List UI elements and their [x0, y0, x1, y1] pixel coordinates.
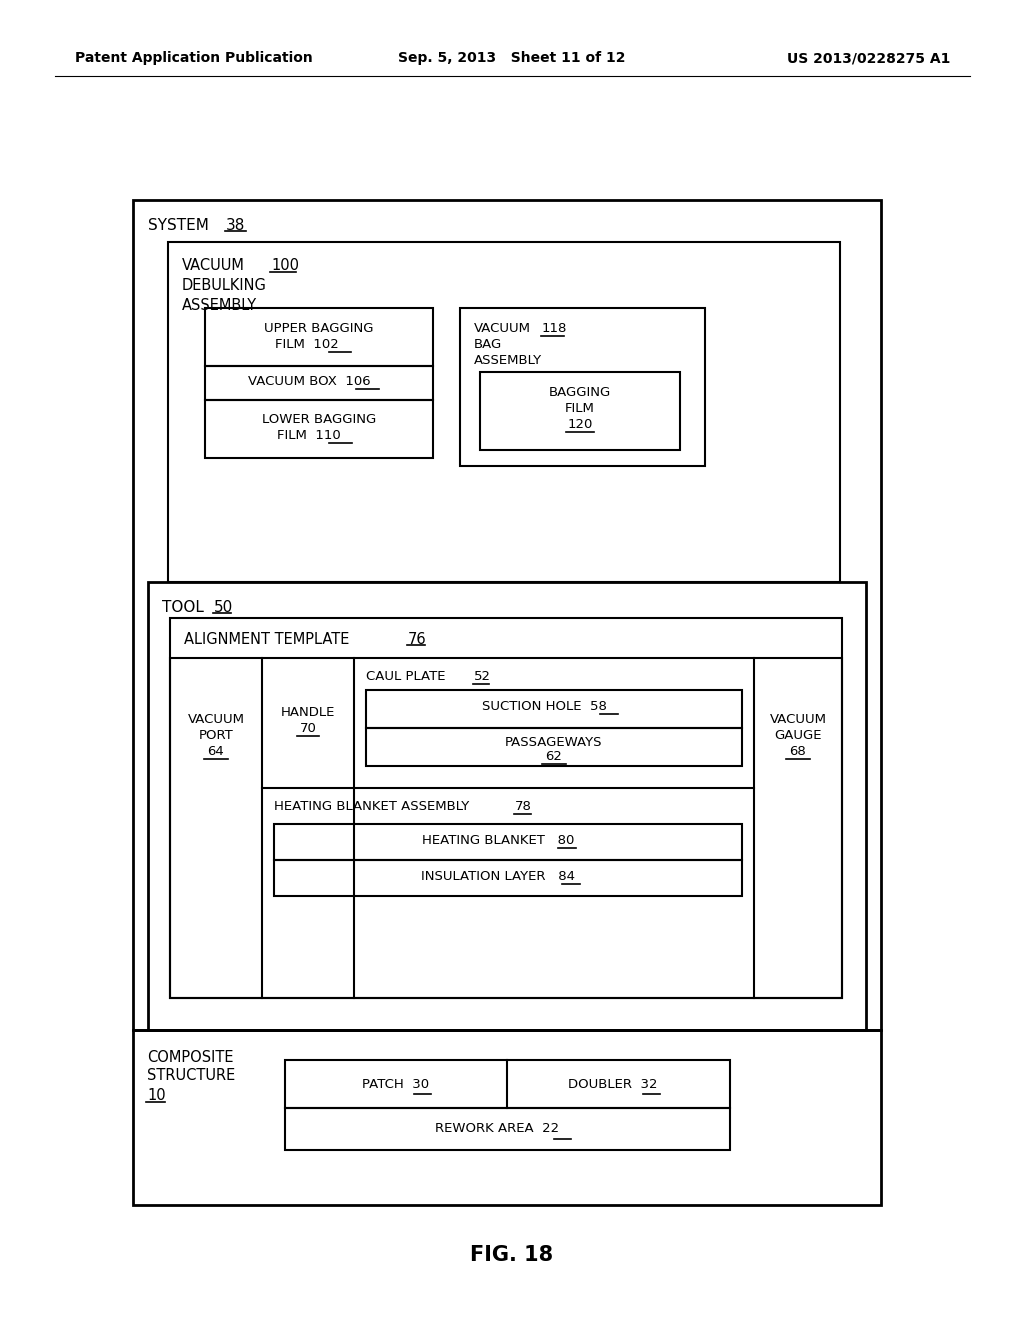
Bar: [460, 308, 705, 466]
Text: COMPOSITE: COMPOSITE: [147, 1049, 233, 1065]
Text: VACUUM: VACUUM: [187, 713, 245, 726]
Text: TOOL: TOOL: [162, 601, 204, 615]
Text: SYSTEM: SYSTEM: [148, 218, 209, 234]
Bar: [274, 824, 742, 861]
Text: SUCTION HOLE  58: SUCTION HOLE 58: [481, 700, 606, 713]
Bar: [285, 1107, 730, 1150]
Text: VACUUM: VACUUM: [182, 257, 245, 273]
Text: 10: 10: [147, 1088, 166, 1104]
Text: FILM  102: FILM 102: [275, 338, 339, 351]
Text: HEATING BLANKET ASSEMBLY: HEATING BLANKET ASSEMBLY: [274, 800, 469, 813]
Text: US 2013/0228275 A1: US 2013/0228275 A1: [786, 51, 950, 65]
Text: PORT: PORT: [199, 729, 233, 742]
Text: HEATING BLANKET   80: HEATING BLANKET 80: [422, 834, 574, 847]
Text: ASSEMBLY: ASSEMBLY: [474, 354, 542, 367]
Text: VACUUM BOX  106: VACUUM BOX 106: [248, 375, 371, 388]
Bar: [205, 400, 433, 458]
Text: 78: 78: [515, 800, 531, 813]
Bar: [168, 242, 840, 582]
Text: 62: 62: [546, 750, 562, 763]
Text: CAUL PLATE: CAUL PLATE: [366, 671, 445, 682]
Bar: [480, 372, 680, 450]
Text: PATCH  30: PATCH 30: [362, 1077, 429, 1090]
Text: FILM: FILM: [565, 403, 595, 414]
Text: LOWER BAGGING: LOWER BAGGING: [262, 413, 376, 426]
Text: Patent Application Publication: Patent Application Publication: [75, 51, 312, 65]
Text: GAUGE: GAUGE: [774, 729, 821, 742]
Text: HANDLE: HANDLE: [281, 706, 335, 719]
Text: FILM  110: FILM 110: [278, 429, 341, 442]
Text: VACUUM: VACUUM: [474, 322, 531, 335]
Text: ASSEMBLY: ASSEMBLY: [182, 298, 257, 313]
Bar: [274, 861, 742, 896]
Text: Sep. 5, 2013   Sheet 11 of 12: Sep. 5, 2013 Sheet 11 of 12: [398, 51, 626, 65]
Text: 76: 76: [408, 632, 427, 647]
Text: 64: 64: [208, 744, 224, 758]
Bar: [133, 201, 881, 1030]
Text: 100: 100: [271, 257, 299, 273]
Bar: [366, 729, 742, 766]
Text: DEBULKING: DEBULKING: [182, 279, 267, 293]
Bar: [133, 1030, 881, 1205]
Text: STRUCTURE: STRUCTURE: [147, 1068, 236, 1082]
Text: BAGGING: BAGGING: [549, 385, 611, 399]
Text: REWORK AREA  22: REWORK AREA 22: [435, 1122, 559, 1135]
Text: INSULATION LAYER   84: INSULATION LAYER 84: [421, 870, 575, 883]
Text: BAG: BAG: [474, 338, 502, 351]
Bar: [148, 582, 866, 1030]
Text: 38: 38: [226, 218, 246, 234]
Bar: [205, 308, 433, 366]
Text: PASSAGEWAYS: PASSAGEWAYS: [505, 737, 603, 748]
Text: 120: 120: [567, 418, 593, 432]
Text: DOUBLER  32: DOUBLER 32: [568, 1077, 657, 1090]
Text: 50: 50: [214, 601, 233, 615]
Text: 70: 70: [300, 722, 316, 735]
Bar: [170, 657, 842, 998]
Text: UPPER BAGGING: UPPER BAGGING: [264, 322, 374, 335]
Text: VACUUM: VACUUM: [769, 713, 826, 726]
Text: 68: 68: [790, 744, 806, 758]
Bar: [285, 1060, 730, 1107]
Bar: [366, 690, 742, 729]
Text: 52: 52: [474, 671, 490, 682]
Text: ALIGNMENT TEMPLATE: ALIGNMENT TEMPLATE: [184, 632, 349, 647]
Bar: [170, 618, 842, 998]
Text: FIG. 18: FIG. 18: [470, 1245, 554, 1265]
Text: 118: 118: [542, 322, 567, 335]
Bar: [205, 366, 433, 400]
